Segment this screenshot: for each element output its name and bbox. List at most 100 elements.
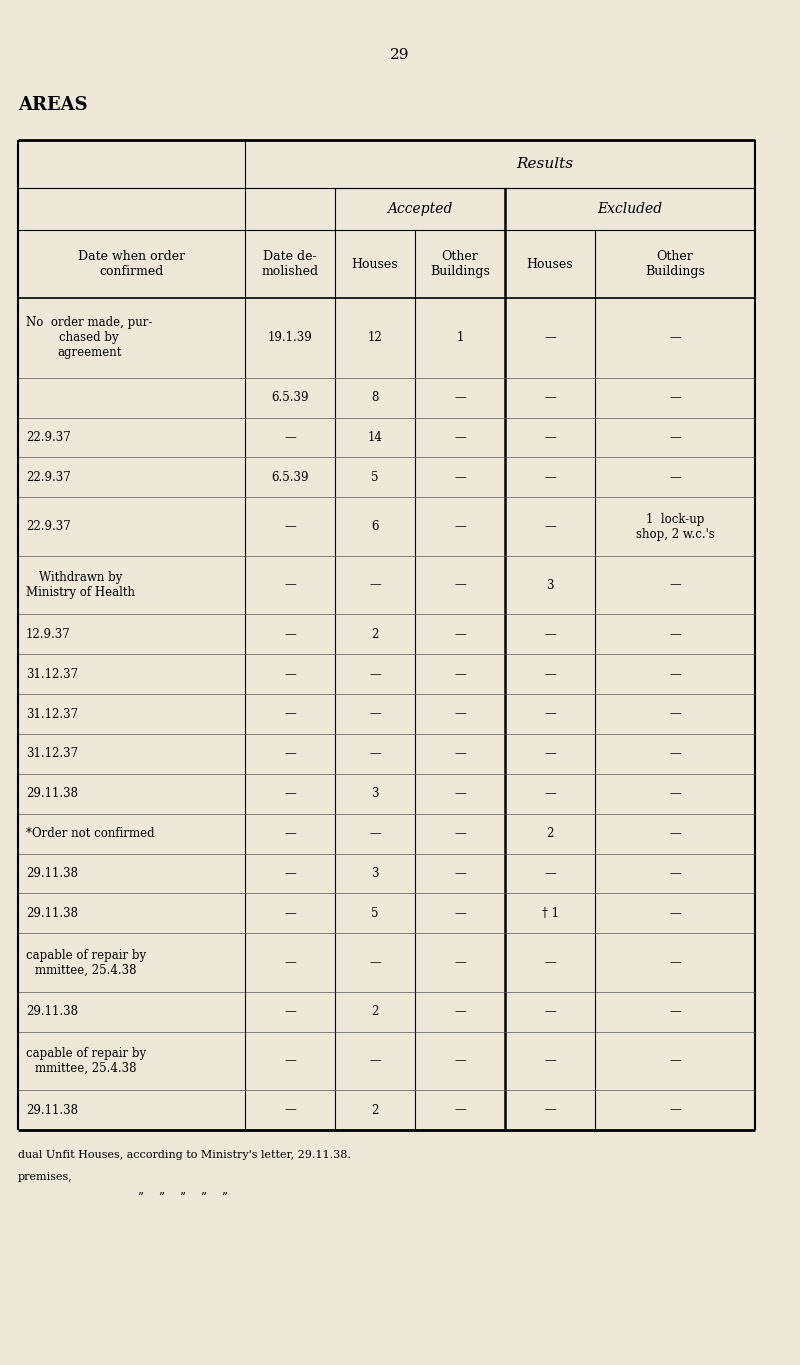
Text: 6.5.39: 6.5.39: [271, 471, 309, 485]
Text: —: —: [369, 667, 381, 681]
Text: —: —: [669, 906, 681, 920]
Text: —: —: [454, 867, 466, 880]
Text: —: —: [454, 906, 466, 920]
Text: 2: 2: [371, 628, 378, 640]
Text: 2: 2: [371, 1005, 378, 1018]
Text: —: —: [284, 628, 296, 640]
Text: —: —: [669, 332, 681, 344]
Text: —: —: [544, 788, 556, 800]
Text: —: —: [454, 431, 466, 444]
Text: —: —: [669, 788, 681, 800]
Text: —: —: [369, 748, 381, 760]
Text: —: —: [284, 1103, 296, 1117]
Text: 19.1.39: 19.1.39: [268, 332, 312, 344]
Text: 22.9.37: 22.9.37: [26, 431, 70, 444]
Text: 8: 8: [371, 392, 378, 404]
Text: Other
Buildings: Other Buildings: [430, 250, 490, 278]
Text: Date when order
confirmed: Date when order confirmed: [78, 250, 185, 278]
Text: —: —: [544, 707, 556, 721]
Text: —: —: [669, 867, 681, 880]
Text: —: —: [284, 1054, 296, 1067]
Text: —: —: [284, 431, 296, 444]
Text: 3: 3: [371, 867, 378, 880]
Text: —: —: [284, 827, 296, 839]
Text: —: —: [544, 867, 556, 880]
Text: —: —: [284, 1005, 296, 1018]
Text: —: —: [669, 1005, 681, 1018]
Text: —: —: [454, 788, 466, 800]
Text: —: —: [544, 431, 556, 444]
Text: —: —: [284, 748, 296, 760]
Text: —: —: [284, 906, 296, 920]
Text: 2: 2: [371, 1103, 378, 1117]
Text: Other
Buildings: Other Buildings: [645, 250, 705, 278]
Text: —: —: [369, 827, 381, 839]
Text: 12.9.37: 12.9.37: [26, 628, 70, 640]
Text: 22.9.37: 22.9.37: [26, 520, 70, 534]
Text: 3: 3: [546, 579, 554, 591]
Text: —: —: [669, 431, 681, 444]
Text: capable of repair by
mmittee, 25.4.38: capable of repair by mmittee, 25.4.38: [26, 1047, 146, 1074]
Text: *Order not confirmed: *Order not confirmed: [26, 827, 154, 839]
Text: 1: 1: [456, 332, 464, 344]
Text: —: —: [544, 332, 556, 344]
Text: dual Unfit Houses, according to Ministry's letter, 29.11.38.: dual Unfit Houses, according to Ministry…: [18, 1149, 351, 1160]
Text: Withdrawn by
Ministry of Health: Withdrawn by Ministry of Health: [26, 571, 135, 599]
Text: —: —: [454, 827, 466, 839]
Text: —: —: [544, 748, 556, 760]
Text: AREAS: AREAS: [18, 96, 88, 115]
Text: —: —: [454, 748, 466, 760]
Text: —: —: [669, 955, 681, 969]
Text: —: —: [284, 520, 296, 534]
Text: —: —: [454, 471, 466, 485]
Text: ”    ”    ”    ”    ”: ” ” ” ” ”: [138, 1192, 228, 1205]
Text: —: —: [454, 520, 466, 534]
Text: † 1: † 1: [542, 906, 558, 920]
Text: —: —: [669, 1103, 681, 1117]
Text: —: —: [284, 788, 296, 800]
Text: —: —: [669, 471, 681, 485]
Text: —: —: [669, 667, 681, 681]
Text: 29.11.38: 29.11.38: [26, 906, 78, 920]
Text: —: —: [669, 1054, 681, 1067]
Text: Houses: Houses: [526, 258, 574, 270]
Text: —: —: [454, 1103, 466, 1117]
Text: —: —: [669, 628, 681, 640]
Text: —: —: [454, 1054, 466, 1067]
Text: —: —: [669, 392, 681, 404]
Text: —: —: [284, 955, 296, 969]
Text: —: —: [454, 667, 466, 681]
Text: —: —: [369, 579, 381, 591]
Text: 5: 5: [371, 906, 378, 920]
Text: —: —: [544, 520, 556, 534]
Text: —: —: [284, 707, 296, 721]
Text: Date de-
molished: Date de- molished: [262, 250, 318, 278]
Text: —: —: [544, 1054, 556, 1067]
Text: 2: 2: [546, 827, 554, 839]
Text: premises,: premises,: [18, 1173, 73, 1182]
Text: —: —: [544, 392, 556, 404]
Text: 29: 29: [390, 48, 410, 61]
Text: 3: 3: [371, 788, 378, 800]
Text: —: —: [369, 1054, 381, 1067]
Text: No  order made, pur-
chased by
agreement: No order made, pur- chased by agreement: [26, 317, 152, 359]
Text: —: —: [369, 955, 381, 969]
Text: 6.5.39: 6.5.39: [271, 392, 309, 404]
Text: 31.12.37: 31.12.37: [26, 748, 78, 760]
Text: —: —: [544, 471, 556, 485]
Text: —: —: [669, 579, 681, 591]
Text: 12: 12: [368, 332, 382, 344]
Text: 29.11.38: 29.11.38: [26, 1103, 78, 1117]
Text: 1  lock-up
shop, 2 w.c.'s: 1 lock-up shop, 2 w.c.'s: [636, 513, 714, 541]
Text: 14: 14: [367, 431, 382, 444]
Text: —: —: [544, 667, 556, 681]
Text: Accepted: Accepted: [387, 202, 453, 216]
Text: —: —: [454, 579, 466, 591]
Text: —: —: [669, 827, 681, 839]
Text: —: —: [544, 1005, 556, 1018]
Text: capable of repair by
mmittee, 25.4.38: capable of repair by mmittee, 25.4.38: [26, 949, 146, 976]
Text: 6: 6: [371, 520, 378, 534]
Text: —: —: [284, 867, 296, 880]
Text: —: —: [454, 628, 466, 640]
Text: —: —: [544, 1103, 556, 1117]
